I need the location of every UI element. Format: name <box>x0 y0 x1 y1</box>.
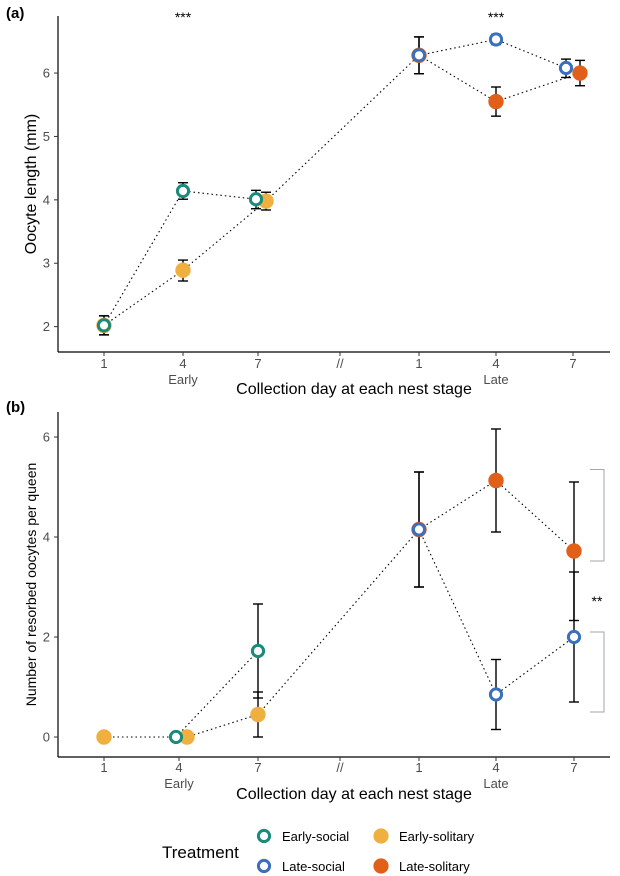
legend: Treatment Early-social Early-solitary La… <box>162 828 475 874</box>
point-early-social <box>248 192 264 207</box>
y-tick-label: 4 <box>43 192 50 207</box>
x-group-label: Early <box>164 776 194 791</box>
trend-line-early-solitary <box>104 713 259 738</box>
point-late-social <box>558 60 574 76</box>
comparison-bracket <box>590 631 605 713</box>
significance-label: ** <box>592 593 603 609</box>
legend-item-late-social: Late-social <box>256 858 345 874</box>
point-late-social <box>411 48 427 63</box>
x-group-label: Early <box>168 372 198 387</box>
x-tick-label: 4 <box>492 760 499 775</box>
trend-line-early-social <box>103 190 257 326</box>
legend-label-early-social: Early-social <box>282 829 349 844</box>
y-tick-label: 3 <box>43 256 50 271</box>
x-tick-label: 1 <box>415 356 422 371</box>
legend-label-late-social: Late-social <box>282 859 345 874</box>
legend-label-early-solitary: Early-solitary <box>399 829 475 844</box>
y-axis-title: Oocyte length (mm) <box>23 114 40 254</box>
point-early-solitary <box>175 262 191 278</box>
legend-key-late-solitary <box>373 858 389 874</box>
legend-key-late-social <box>256 858 272 874</box>
significance-label: *** <box>488 9 505 25</box>
legend-item-early-social: Early-social <box>256 828 349 844</box>
point-early-social <box>250 643 266 659</box>
y-tick-label: 4 <box>43 530 50 545</box>
x-tick-label: 4 <box>492 356 499 371</box>
panel-b-resorbed-oocytes: 0 2 4 6 1 4 7 // 1 4 7 Early Late Collection day at e… <box>6 399 610 803</box>
y-tick-label: 6 <box>43 66 50 81</box>
x-axis-title: Collection day at each nest stage <box>236 381 472 398</box>
y-tick-label: 6 <box>43 430 50 445</box>
point-late-social <box>488 32 504 47</box>
point-late-solitary <box>566 543 582 559</box>
legend-item-late-solitary: Late-solitary <box>373 858 470 874</box>
significance-label: *** <box>175 9 192 25</box>
legend-label-late-solitary: Late-solitary <box>399 859 470 874</box>
panel-label: (a) <box>6 5 24 22</box>
x-tick-label: // <box>336 760 344 775</box>
x-axis-title: Collection day at each nest stage <box>236 786 472 803</box>
point-late-social <box>566 629 582 645</box>
point-early-solitary <box>250 706 266 723</box>
x-tick-label: 4 <box>179 356 186 371</box>
legend-item-early-solitary: Early-solitary <box>373 828 475 844</box>
legend-title: Treatment <box>162 843 239 862</box>
y-tick-label: 2 <box>43 319 50 334</box>
legend-key-early-social <box>256 828 272 844</box>
point-late-solitary <box>488 93 504 110</box>
x-group-label: Late <box>483 776 508 791</box>
point-late-social <box>411 522 427 537</box>
x-tick-label: 7 <box>254 760 261 775</box>
point-early-social <box>175 183 191 199</box>
trend-bridge <box>257 529 420 715</box>
x-tick-label: 7 <box>254 356 261 371</box>
panel-a-oocyte-length: 2 3 4 5 6 1 4 7 // 1 4 7 Early Late Collection day at … <box>6 5 610 398</box>
x-tick-label: // <box>336 356 344 371</box>
trend-line-early-social <box>175 650 259 738</box>
point-late-social <box>488 687 504 702</box>
x-tick-label: 4 <box>175 760 182 775</box>
trend-bridge <box>265 54 420 202</box>
legend-key-early-solitary <box>373 828 389 844</box>
comparison-bracket <box>590 469 605 562</box>
x-tick-label: 1 <box>100 356 107 371</box>
point-early-social <box>96 318 112 333</box>
point-early-social <box>168 729 184 745</box>
panel-label: (b) <box>6 399 25 416</box>
x-tick-label: 1 <box>415 760 422 775</box>
x-tick-label: 7 <box>569 356 576 371</box>
x-group-label: Late <box>483 372 508 387</box>
point-late-solitary <box>488 472 504 489</box>
y-axis-title: Number of resorbed oocytes per queen <box>23 463 39 707</box>
x-tick-label: 1 <box>100 760 107 775</box>
y-tick-label: 5 <box>43 129 50 144</box>
trend-line-late-solitary <box>418 54 581 103</box>
point-late-solitary <box>572 65 588 81</box>
x-tick-label: 7 <box>570 760 577 775</box>
trend-line-early-solitary <box>103 200 267 326</box>
y-tick-label: 0 <box>43 730 50 745</box>
y-tick-label: 2 <box>43 630 50 645</box>
point-early-solitary <box>96 729 112 745</box>
